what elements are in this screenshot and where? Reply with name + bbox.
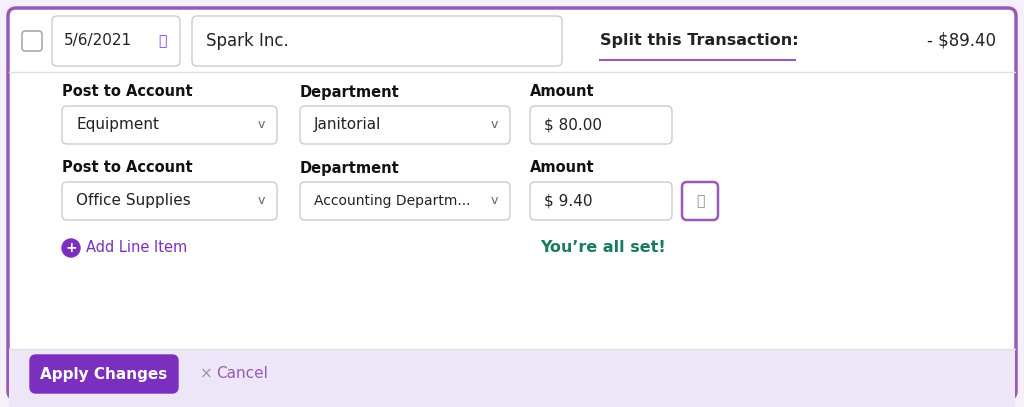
Text: Spark Inc.: Spark Inc. xyxy=(206,32,289,50)
Text: Add Line Item: Add Line Item xyxy=(86,241,187,256)
Text: ×: × xyxy=(200,366,213,381)
Text: You’re all set!: You’re all set! xyxy=(540,241,666,256)
Text: Split this Transaction:: Split this Transaction: xyxy=(600,33,799,48)
FancyBboxPatch shape xyxy=(300,106,510,144)
FancyBboxPatch shape xyxy=(62,106,278,144)
Text: Department: Department xyxy=(300,160,399,175)
Text: Apply Changes: Apply Changes xyxy=(40,366,168,381)
Text: Janitorial: Janitorial xyxy=(314,118,381,133)
Text: 📅: 📅 xyxy=(158,34,166,48)
Circle shape xyxy=(62,239,80,257)
Text: v: v xyxy=(257,118,264,131)
Text: Department: Department xyxy=(300,85,399,99)
FancyBboxPatch shape xyxy=(682,182,718,220)
FancyBboxPatch shape xyxy=(30,355,178,393)
Text: - $89.40: - $89.40 xyxy=(927,32,996,50)
Text: $ 9.40: $ 9.40 xyxy=(544,193,593,208)
FancyBboxPatch shape xyxy=(22,31,42,51)
FancyBboxPatch shape xyxy=(530,182,672,220)
FancyBboxPatch shape xyxy=(193,16,562,66)
Text: Post to Account: Post to Account xyxy=(62,85,193,99)
Text: Post to Account: Post to Account xyxy=(62,160,193,175)
Text: Amount: Amount xyxy=(530,85,595,99)
Text: Amount: Amount xyxy=(530,160,595,175)
Text: +: + xyxy=(66,241,77,255)
Text: Equipment: Equipment xyxy=(76,118,159,133)
Text: Accounting Departm...: Accounting Departm... xyxy=(314,194,470,208)
FancyBboxPatch shape xyxy=(8,8,1016,399)
FancyBboxPatch shape xyxy=(52,16,180,66)
Bar xyxy=(9,349,1015,407)
Text: v: v xyxy=(257,195,264,208)
Text: $ 80.00: $ 80.00 xyxy=(544,118,602,133)
Text: Office Supplies: Office Supplies xyxy=(76,193,190,208)
FancyBboxPatch shape xyxy=(530,106,672,144)
Text: 5/6/2021: 5/6/2021 xyxy=(63,33,132,48)
FancyBboxPatch shape xyxy=(300,182,510,220)
FancyBboxPatch shape xyxy=(62,182,278,220)
Text: v: v xyxy=(490,118,498,131)
Text: Cancel: Cancel xyxy=(216,366,268,381)
Text: v: v xyxy=(490,195,498,208)
Text: 🗑: 🗑 xyxy=(696,194,705,208)
